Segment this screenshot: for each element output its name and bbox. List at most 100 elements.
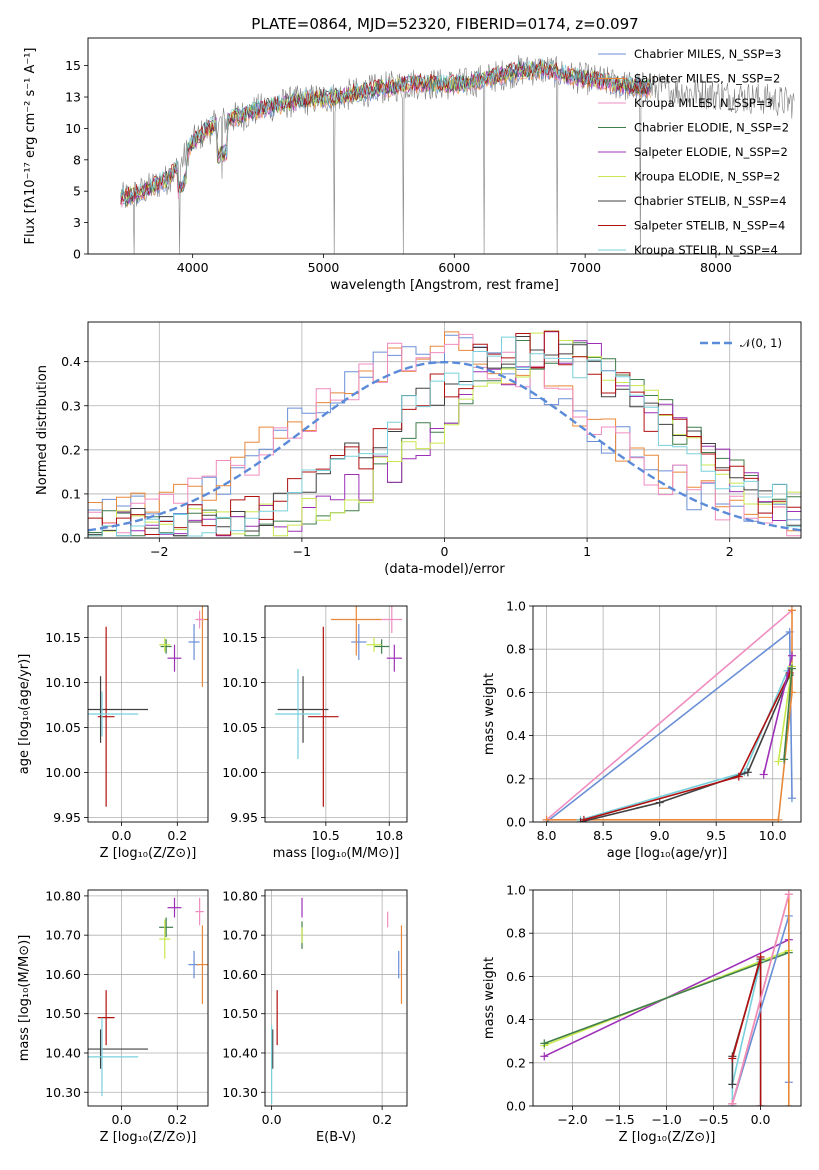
y-tick-label: 10.80 [222, 888, 258, 903]
y-tick-label: 10.30 [45, 1085, 81, 1100]
axes-frame [264, 605, 408, 823]
hist-kroupa-miles [88, 333, 801, 538]
y-tick-label: 10.10 [222, 675, 258, 690]
axes-spectrum: 4000 5000 6000 7000 8000 0 3 5 8 10 13 15 wavelength… [23, 37, 802, 293]
errorbar-chabrier-stelib [277, 676, 329, 743]
weight-series-chabrier-elodie [540, 948, 793, 1048]
errorbar-salpeter-miles [196, 925, 208, 1004]
x-tick-label: −1.0 [651, 1112, 681, 1127]
x-tick-label: 0.2 [167, 1112, 187, 1127]
errorbar-chabrier-stelib [88, 1029, 148, 1069]
weight-line [546, 610, 793, 821]
y-tick-label: 10.50 [222, 1006, 258, 1021]
x-axis-label: Z [log₁₀(Z/Z⊙)] [100, 846, 197, 861]
y-tick-label: 0.4 [61, 354, 81, 369]
errorbar-salpeter-elodie [167, 897, 182, 918]
y-tick-label: 0.0 [61, 531, 81, 546]
y-tick-label: 0.2 [506, 771, 526, 786]
errorbar-chabrier-elodie [374, 639, 390, 654]
plot-area-spectrum [120, 55, 795, 254]
y-tick-label: 0.2 [61, 442, 81, 457]
weight-line [783, 668, 793, 760]
x-tick-label: 8.0 [537, 828, 557, 843]
y-tick-label: 10.15 [222, 630, 258, 645]
model-line-kroupa-stelib [120, 58, 651, 203]
weight-series-salpeter-stelib [728, 952, 765, 1106]
x-tick-label: 2 [726, 544, 734, 559]
weight-series-kroupa-stelib [728, 957, 765, 1106]
x-axis-label: age [log₁₀(age/yr)] [607, 846, 728, 861]
x-tick-label: 8000 [700, 260, 732, 275]
x-tick-label: 0.0 [262, 1112, 282, 1127]
weight-line [580, 674, 791, 822]
weight-series-kroupa-miles [542, 606, 796, 822]
y-tick-label: 13 [65, 90, 81, 105]
y-axis-label: Normed distribution [35, 365, 50, 495]
weight-series-salpeter-elodie [759, 651, 796, 779]
axes-frame [532, 889, 802, 1107]
axes-weight-vs-age: 8.0 8.5 9.0 9.5 10.0 0.0 0.2 0.4 0.6 0.8 1.0 age [l… [482, 599, 802, 861]
y-tick-label: 10.10 [45, 675, 81, 690]
axes-frame [264, 889, 408, 1107]
axes-age-vs-mass: 10.5 10.8 9.95 10.00 10.05 10.10 10.15 mass [lo… [222, 605, 408, 861]
weight-series-salpeter-miles [542, 606, 796, 822]
plot-area-mass-vs-Z [88, 897, 208, 1097]
y-tick-label: 0.4 [506, 728, 526, 743]
x-axis-label: mass [log₁₀(M/M⊙)] [273, 846, 400, 861]
y-tick-label: 8 [73, 152, 81, 167]
y-axis-label: mass weight [482, 957, 497, 1039]
x-tick-label: 0.0 [112, 1112, 132, 1127]
y-tick-label: 10.15 [45, 630, 81, 645]
x-tick-label: 0.0 [112, 828, 132, 843]
x-tick-label: 4000 [177, 260, 209, 275]
errorbar-kroupa-miles [195, 610, 204, 629]
x-tick-label: −0.5 [698, 1112, 728, 1127]
y-tick-label: 10.00 [45, 765, 81, 780]
errorbar-chabrier-miles [351, 624, 367, 660]
legend-label: Salpeter ELODIE, N_SSP=2 [634, 145, 788, 159]
y-tick-label: 5 [73, 184, 81, 199]
weight-line [580, 670, 789, 821]
y-tick-label: 10.40 [222, 1045, 258, 1060]
y-axis-label: age [log₁₀(age/yr)] [17, 654, 32, 775]
y-axis-label: Flux [fλ10⁻¹⁷ erg cm⁻² s⁻¹ A⁻¹] [23, 48, 38, 245]
legend-label: 𝒩(0, 1) [740, 336, 782, 350]
axes-frame [87, 321, 802, 539]
legend-label: Kroupa STELIB, N_SSP=4 [634, 243, 778, 257]
weight-series-chabrier-stelib [576, 671, 794, 822]
x-tick-label: −1.5 [604, 1112, 634, 1127]
legend-label: Chabrier MILES, N_SSP=3 [634, 47, 781, 61]
x-tick-label: 0 [441, 544, 449, 559]
x-tick-label: 5000 [308, 260, 340, 275]
errorbar-salpeter-stelib [308, 626, 339, 807]
x-tick-label: 0.0 [751, 1112, 771, 1127]
x-axis-label: wavelength [Angstrom, rest frame] [330, 278, 559, 293]
y-tick-label: 0 [73, 247, 81, 262]
y-tick-label: 0.6 [506, 969, 526, 984]
residuals-legend: 𝒩(0, 1) [700, 336, 782, 350]
errorbar-chabrier-stelib [88, 676, 148, 743]
errorbar-chabrier-elodie [160, 639, 172, 654]
x-tick-label: 0.2 [372, 1112, 392, 1127]
weight-line [544, 951, 790, 1045]
y-tick-label: 0.2 [506, 1055, 526, 1070]
errorbar-chabrier-elodie [159, 917, 174, 938]
y-tick-label: 10.70 [45, 928, 81, 943]
x-tick-label: −1 [293, 544, 311, 559]
plot-area-age-vs-Z [88, 606, 208, 807]
errorbar-salpeter-elodie [167, 644, 182, 672]
spectrum-legend: Chabrier MILES, N_SSP=3 Salpeter MILES, N… [598, 47, 789, 257]
x-tick-label: 10.5 [312, 828, 340, 843]
errorbar-kroupa-stelib [275, 669, 321, 759]
axes-weight-vs-Z: −2.0 −1.5 −1.0 −0.5 0.0 0.0 0.2 0.4 0.6 0.8 1.0 Z [… [482, 883, 802, 1145]
axes-frame [87, 605, 209, 823]
x-tick-label: 7000 [569, 260, 601, 275]
y-tick-label: 10.05 [222, 720, 258, 735]
errorbar-salpeter-stelib [97, 990, 115, 1046]
x-tick-label: 1 [583, 544, 591, 559]
x-tick-label: 6000 [438, 260, 470, 275]
y-tick-label: 0.6 [506, 685, 526, 700]
y-tick-label: 10.70 [222, 928, 258, 943]
weight-series-salpeter-stelib [579, 668, 794, 822]
